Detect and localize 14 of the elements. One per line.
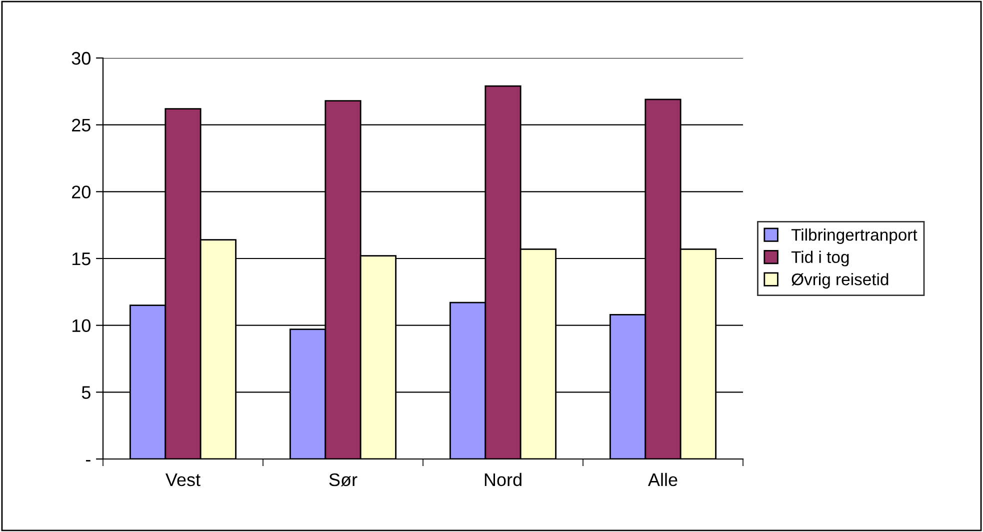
y-tick-label: 25 [72, 118, 90, 132]
legend-label: Tid i tog [791, 250, 849, 266]
legend-label: Øvrig reisetid [792, 273, 888, 289]
x-tick-label: Sør [329, 473, 358, 486]
y-tick-label: 5 [82, 386, 90, 399]
legend-label: Tilbringertranport [791, 228, 918, 244]
y-tick-label: 20 [72, 186, 90, 198]
y-tick-label: 30 [72, 52, 90, 65]
x-tick-label: Nord [484, 472, 522, 486]
x-tick-label: Alle [648, 472, 678, 486]
y-tick-label: 10 [72, 319, 90, 332]
x-tick-label: Vest [166, 474, 200, 486]
y-tick-label: 15 [72, 252, 90, 266]
y-tick-label: - [86, 460, 90, 462]
